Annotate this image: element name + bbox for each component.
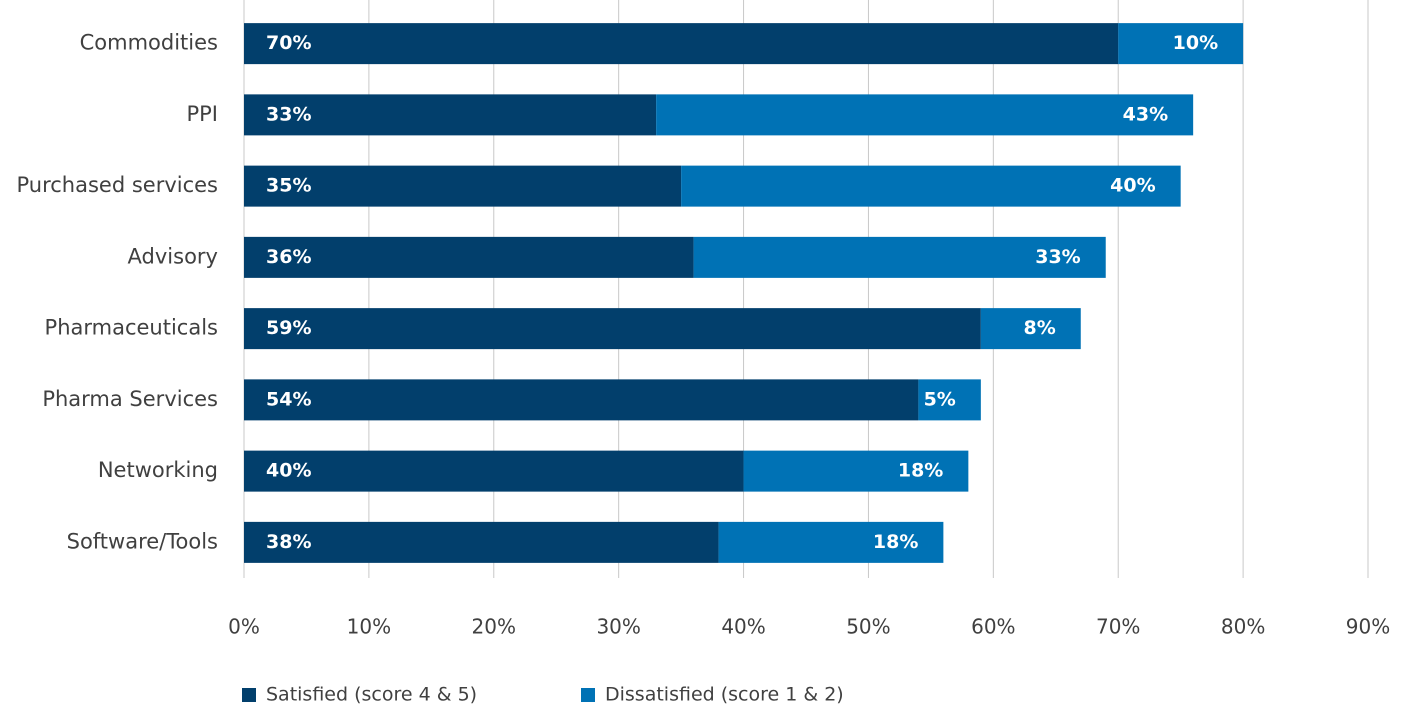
- bar-segment: [244, 379, 919, 421]
- x-tick-label: 70%: [1096, 615, 1140, 639]
- value-label: 43%: [1123, 103, 1168, 125]
- value-label: 18%: [898, 460, 943, 482]
- category-label: Software/Tools: [67, 529, 218, 553]
- bar-segment: [743, 450, 969, 492]
- x-tick-label: 40%: [721, 615, 765, 639]
- category-label: PPI: [186, 102, 218, 126]
- value-label: 18%: [873, 531, 918, 553]
- bar-segment: [718, 521, 944, 563]
- x-tick-label: 20%: [472, 615, 516, 639]
- value-label: 8%: [1023, 317, 1055, 339]
- value-label: 59%: [266, 317, 311, 339]
- value-label: 33%: [266, 103, 311, 125]
- bar-segment: [1118, 23, 1244, 65]
- value-label: 36%: [266, 246, 311, 268]
- bar-segment: [244, 236, 694, 278]
- x-tick-label: 0%: [228, 615, 260, 639]
- legend-label: Satisfied (score 4 & 5): [266, 684, 477, 706]
- bar-segment: [244, 450, 744, 492]
- value-label: 38%: [266, 531, 311, 553]
- value-label: 40%: [1110, 175, 1155, 197]
- bar-segment: [980, 308, 1081, 350]
- x-tick-label: 60%: [971, 615, 1015, 639]
- category-label: Networking: [98, 458, 218, 482]
- value-label: 10%: [1173, 32, 1218, 54]
- bar-segment: [656, 94, 1194, 136]
- value-label: 35%: [266, 175, 311, 197]
- category-label: Pharmaceuticals: [45, 316, 218, 340]
- category-label: Purchased services: [16, 173, 218, 197]
- bar-segment: [244, 23, 1119, 65]
- bar-segment: [244, 308, 981, 350]
- legend-swatch: [581, 688, 595, 702]
- value-label: 70%: [266, 32, 311, 54]
- x-tick-label: 30%: [596, 615, 640, 639]
- bar-segment: [244, 165, 682, 207]
- value-label: 5%: [924, 388, 956, 410]
- category-label: Pharma Services: [42, 387, 218, 411]
- x-tick-label: 80%: [1221, 615, 1265, 639]
- value-label: 54%: [266, 388, 311, 410]
- value-label: 40%: [266, 460, 311, 482]
- x-tick-label: 50%: [846, 615, 890, 639]
- legend-label: Dissatisfied (score 1 & 2): [605, 684, 844, 706]
- value-label: 33%: [1035, 246, 1080, 268]
- bar-segment: [244, 521, 719, 563]
- category-label: Advisory: [128, 244, 218, 268]
- bar-segment: [244, 94, 657, 136]
- bar-segment: [918, 379, 981, 421]
- legend-swatch: [242, 688, 256, 702]
- bar-segment: [693, 236, 1106, 278]
- x-tick-label: 90%: [1346, 615, 1390, 639]
- bar-segment: [681, 165, 1181, 207]
- x-tick-label: 10%: [347, 615, 391, 639]
- category-label: Commodities: [80, 31, 218, 55]
